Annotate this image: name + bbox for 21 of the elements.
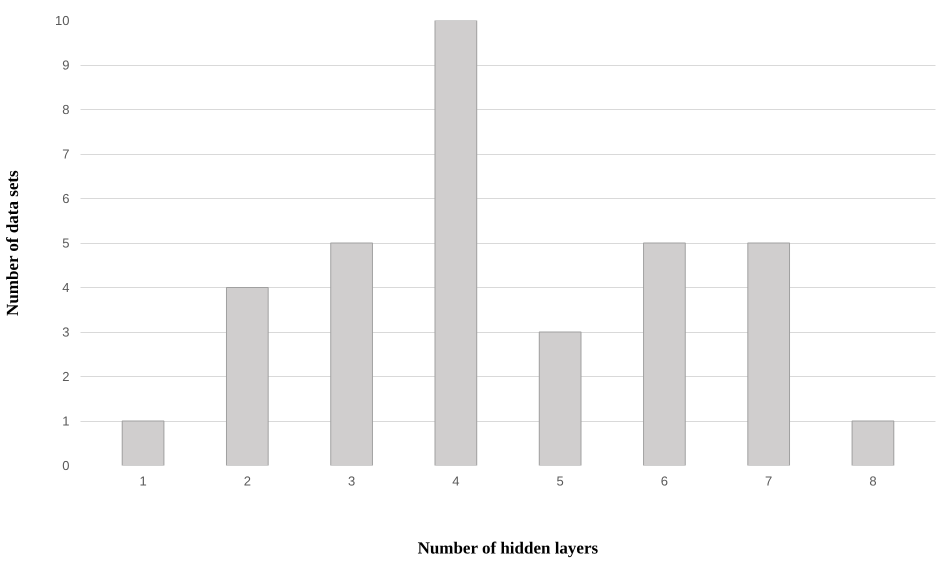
y-tick-label: 6 <box>62 191 70 206</box>
y-tick-label: 4 <box>62 280 70 295</box>
y-tick-label: 5 <box>62 236 70 250</box>
x-tick-label: 6 <box>660 474 668 488</box>
y-tick-label: 8 <box>62 102 70 117</box>
x-tick-label: 7 <box>765 474 772 488</box>
y-tick-label: 3 <box>62 324 70 340</box>
y-tick-label: 0 <box>62 458 70 473</box>
x-tick-label: 1 <box>139 474 147 488</box>
y-tick-label: 9 <box>62 58 70 72</box>
y-tick-label: 1 <box>62 414 70 428</box>
x-tick-label: 3 <box>348 474 356 488</box>
x-tick-label: 5 <box>556 474 564 488</box>
y-tick-label: 2 <box>62 369 70 384</box>
y-axis-title: Number of data sets <box>3 170 22 316</box>
y-tick-label: 10 <box>55 13 70 28</box>
x-axis-title: Number of hidden layers <box>418 538 599 558</box>
x-tick-label: 8 <box>869 474 877 488</box>
y-tick-label: 7 <box>62 146 70 162</box>
x-tick-label: 2 <box>244 474 251 488</box>
x-tick-label: 4 <box>452 474 460 488</box>
